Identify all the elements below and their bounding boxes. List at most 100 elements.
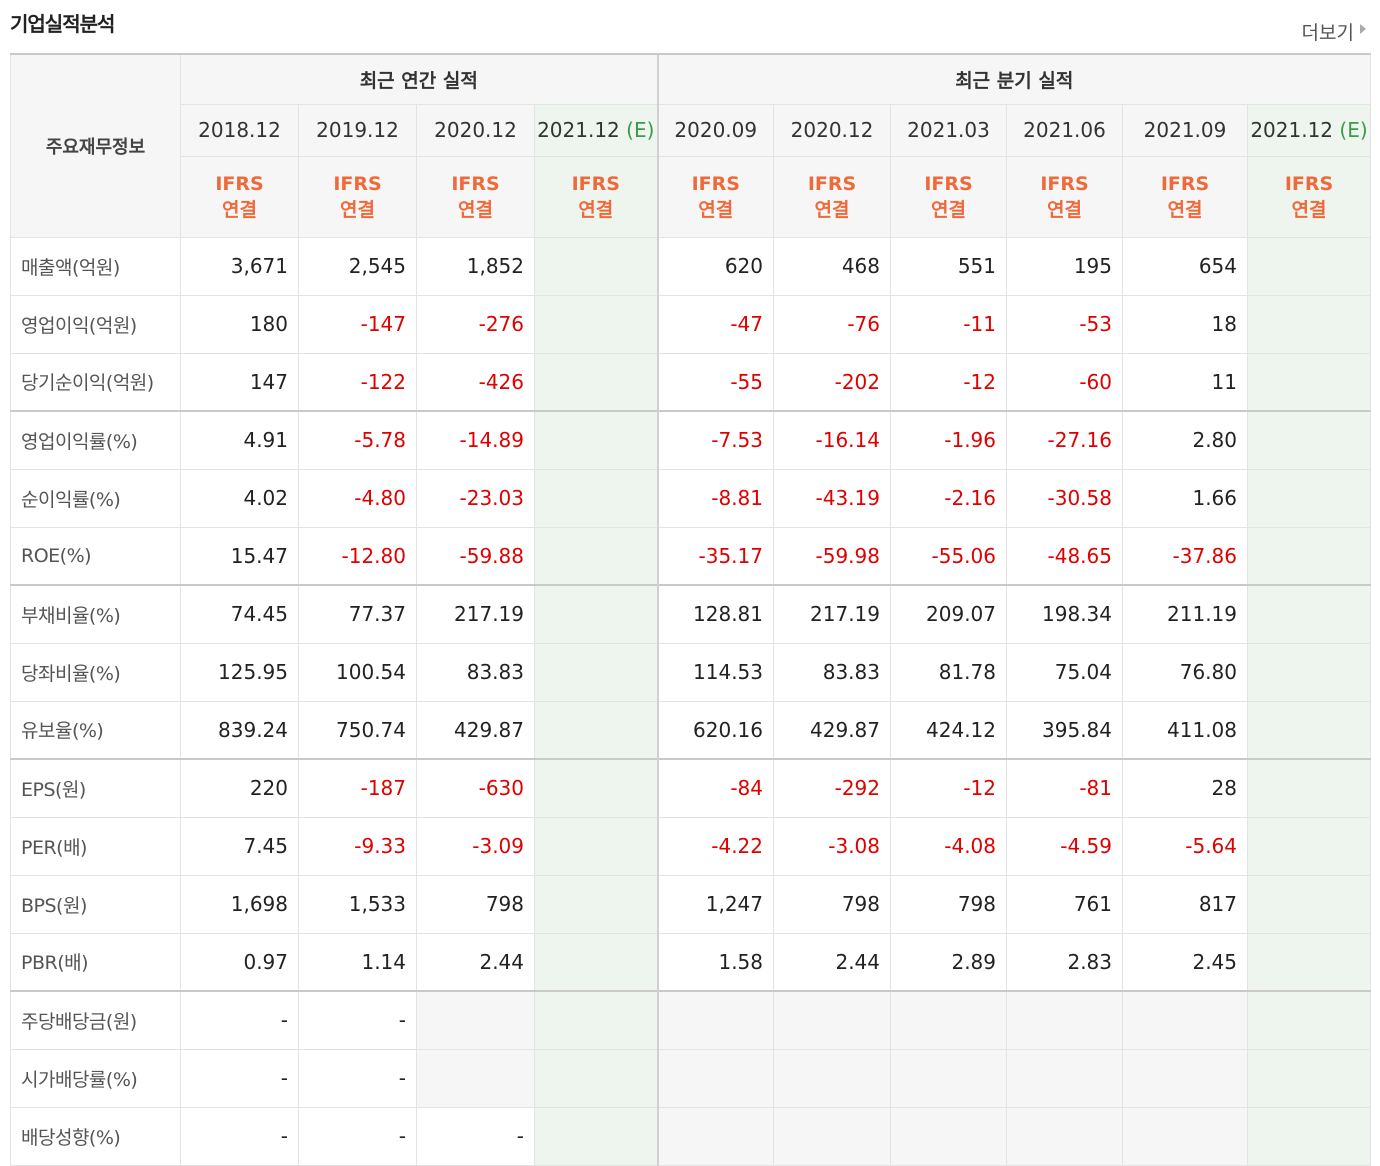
value-cell: 114.53 (656, 642, 774, 702)
more-link[interactable]: 더보기 (1301, 22, 1354, 44)
value-cell: 76.80 (1122, 642, 1248, 702)
value-cell: 551 (890, 236, 1007, 296)
value-cell (1247, 700, 1371, 760)
value-cell: 2.45 (1122, 932, 1248, 992)
more-arrow[interactable] (1360, 24, 1366, 34)
value-cell: - (180, 990, 299, 1050)
value-cell (656, 1048, 774, 1108)
value-cell: 798 (773, 874, 891, 934)
standard-header: IFRS 연결 (1247, 155, 1371, 238)
value-cell: 77.37 (298, 584, 417, 644)
value-cell: -3.09 (416, 816, 535, 876)
period: 2020.12 (790, 118, 874, 142)
value-cell: -23.03 (416, 468, 535, 528)
value-cell (1247, 642, 1371, 702)
row-label: PER(배) (10, 816, 181, 876)
data-row: 당좌비율(%) 125.95 100.54 83.83 114.53 83.83 81.78… (10, 642, 1371, 702)
table-body: 매출액(억원) 3,671 2,545 1,852 620 468 551 195 654 영업이… (10, 236, 1371, 1166)
value-cell: -12.80 (298, 526, 417, 586)
value-cell: -55 (656, 352, 774, 412)
value-cell: 1,533 (298, 874, 417, 934)
value-cell (1247, 1106, 1371, 1166)
standard: IFRS (1284, 172, 1334, 195)
data-row: EPS(원) 220 -187 -630 -84 -292 -12 -81 28 (10, 758, 1371, 818)
value-cell: 83.83 (773, 642, 891, 702)
value-cell: -292 (773, 758, 891, 818)
value-cell: 83.83 (416, 642, 535, 702)
value-cell: -4.59 (1006, 816, 1123, 876)
value-cell: 74.45 (180, 584, 299, 644)
value-cell: -12 (890, 758, 1007, 818)
value-cell: -81 (1006, 758, 1123, 818)
row-label: EPS(원) (10, 758, 181, 818)
value-cell: 147 (180, 352, 299, 412)
value-cell: 798 (416, 874, 535, 934)
value-cell: -3.08 (773, 816, 891, 876)
value-cell: 217.19 (416, 584, 535, 644)
data-row: 당기순이익(억원) 147 -122 -426 -55 -202 -12 -60 11 (10, 352, 1371, 412)
standard: IFRS (451, 172, 500, 195)
value-cell: 429.87 (416, 700, 535, 760)
standard-header: IFRS 연결 (773, 155, 891, 238)
value-cell: 2.44 (416, 932, 535, 992)
scope: 연결 (1291, 198, 1327, 221)
value-cell: -7.53 (656, 410, 774, 470)
period-header: 2021.12 (E) (534, 103, 658, 157)
value-cell (534, 294, 658, 354)
period: 2020.09 (674, 118, 758, 142)
value-cell: -4.22 (656, 816, 774, 876)
value-cell: -59.88 (416, 526, 535, 586)
value-cell: 2.44 (773, 932, 891, 992)
value-cell: 620.16 (656, 700, 774, 760)
value-cell: 761 (1006, 874, 1123, 934)
value-cell: 15.47 (180, 526, 299, 586)
value-cell: - (298, 1048, 417, 1108)
group-header: 최근 분기 실적 (656, 53, 1371, 105)
value-cell (1247, 584, 1371, 644)
period: 2021.03 (907, 118, 990, 142)
value-cell (534, 758, 658, 818)
value-cell (656, 990, 774, 1050)
value-cell: -4.80 (298, 468, 417, 528)
value-cell: -2.16 (890, 468, 1007, 528)
value-cell (773, 990, 891, 1050)
value-cell (534, 932, 658, 992)
period: 2020.12 (434, 118, 517, 142)
value-cell: 4.02 (180, 468, 299, 528)
standard-header: IFRS 연결 (1006, 155, 1123, 238)
value-cell: -5.78 (298, 410, 417, 470)
standard-row: IFRS 연결 IFRS 연결 IFRS 연결 IFRS 연결 IFRS 연결 IFRS 연결 IFRS… (11, 155, 1371, 238)
corner-label: 주요재무정보 (10, 53, 181, 238)
row-label: 부채비율(%) (10, 584, 181, 644)
standard: IFRS (571, 172, 620, 195)
financial-table: 주요재무정보 최근 연간 실적 최근 분기 실적 2018.12 2019.12 2020… (10, 53, 1371, 1166)
period: 2021.12 (537, 118, 620, 142)
data-row: 매출액(억원) 3,671 2,545 1,852 620 468 551 195 654 (10, 236, 1371, 296)
standard-header: IFRS 연결 (416, 155, 535, 238)
estimate-mark: (E) (626, 118, 655, 142)
data-row: 시가배당률(%) - - (10, 1048, 1371, 1108)
data-row: 영업이익률(%) 4.91 -5.78 -14.89 -7.53 -16.14 -1.96-… (10, 410, 1371, 470)
period-header: 2018.12 (180, 103, 299, 157)
standard-header: IFRS 연결 (1122, 155, 1248, 238)
value-cell: 217.19 (773, 584, 891, 644)
value-cell (1247, 758, 1371, 818)
standard-header: IFRS 연결 (656, 155, 774, 238)
data-row: 유보율(%) 839.24 750.74 429.87 620.16 429.87 424.… (10, 700, 1371, 760)
value-cell: -14.89 (416, 410, 535, 470)
standard: IFRS (807, 172, 857, 195)
value-cell (1122, 990, 1248, 1050)
value-cell (1247, 352, 1371, 412)
value-cell: 424.12 (890, 700, 1007, 760)
value-cell (1006, 1106, 1123, 1166)
value-cell: 798 (890, 874, 1007, 934)
value-cell: 4.91 (180, 410, 299, 470)
row-label: 배당성향(%) (10, 1106, 181, 1166)
value-cell (773, 1106, 891, 1166)
value-cell: -60 (1006, 352, 1123, 412)
value-cell: 128.81 (656, 584, 774, 644)
value-cell: -53 (1006, 294, 1123, 354)
period-header: 2020.12 (773, 103, 891, 157)
data-row: BPS(원) 1,698 1,533 798 1,247 798 798 761 817 (10, 874, 1371, 934)
value-cell (1006, 990, 1123, 1050)
